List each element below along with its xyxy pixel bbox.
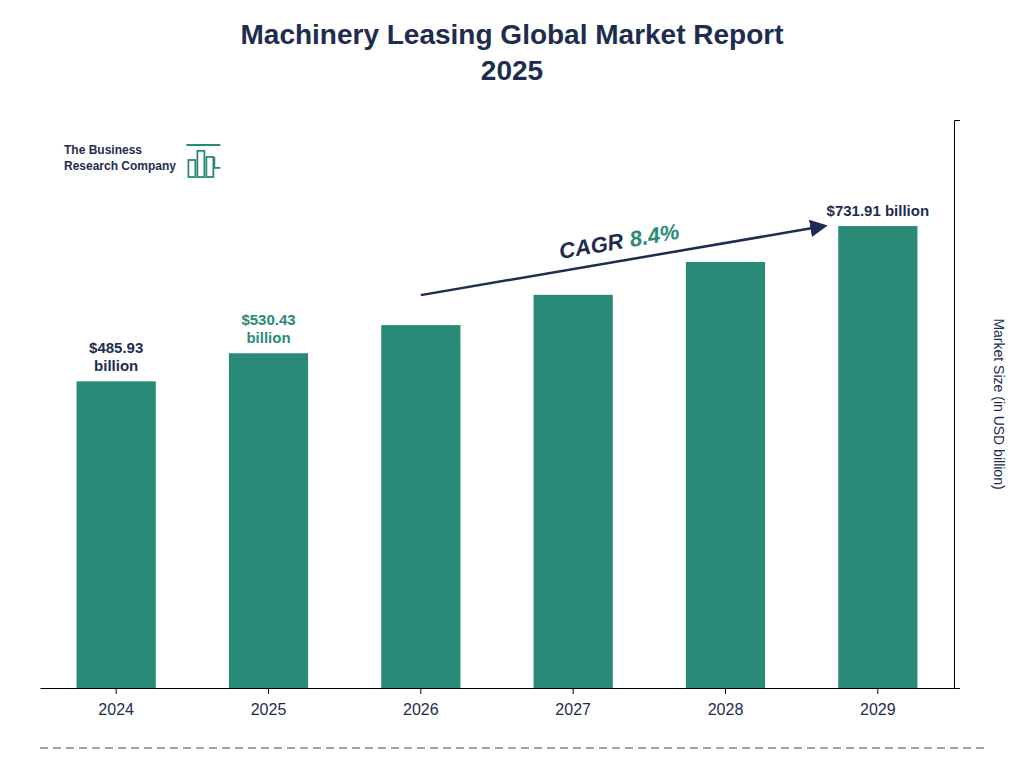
bar bbox=[229, 353, 308, 688]
text-line: billion bbox=[246, 329, 290, 346]
x-tick: 2024 bbox=[98, 688, 134, 718]
cagr-label: CAGR8.4% bbox=[557, 219, 681, 264]
logo-text: The Business Research Company bbox=[64, 143, 176, 173]
x-axis: 2024 2025 2026 2027 2028 2029 bbox=[41, 688, 955, 718]
cagr-arrow bbox=[421, 226, 824, 295]
text-line: $485.93 bbox=[89, 339, 143, 356]
bar bbox=[534, 295, 613, 688]
x-tick-label: 2028 bbox=[708, 701, 744, 718]
logo-line bbox=[186, 144, 220, 146]
x-tick-mark bbox=[268, 688, 269, 694]
text-line: $731.91 billion bbox=[827, 202, 930, 219]
x-tick: 2029 bbox=[860, 688, 896, 718]
x-tick-label: 2024 bbox=[98, 701, 134, 718]
cagr-rate: 8.4% bbox=[628, 219, 682, 252]
text-line: Machinery Leasing Global Market Report bbox=[240, 19, 783, 50]
x-tick: 2025 bbox=[251, 688, 287, 718]
bottom-rule bbox=[40, 747, 984, 749]
x-tick-mark bbox=[573, 688, 574, 694]
bar bbox=[77, 381, 156, 688]
x-tick-mark bbox=[725, 688, 726, 694]
bar bbox=[381, 325, 460, 688]
data-label: $731.91 billion bbox=[827, 202, 930, 219]
logo-icon bbox=[186, 145, 220, 177]
x-tick-mark bbox=[420, 688, 421, 694]
cagr-group: CAGR8.4% bbox=[557, 219, 681, 264]
text-line: billion bbox=[94, 357, 138, 374]
x-tick: 2027 bbox=[555, 688, 591, 718]
x-axis-line bbox=[41, 688, 955, 689]
x-tick: 2026 bbox=[403, 688, 439, 718]
y-axis-line bbox=[955, 121, 961, 689]
x-tick-mark bbox=[877, 688, 878, 694]
x-tick: 2028 bbox=[708, 688, 744, 718]
cagr-word: CAGR bbox=[557, 228, 625, 264]
logo-step bbox=[214, 157, 220, 168]
data-label: $530.43billion bbox=[241, 311, 295, 346]
text-line: 2025 bbox=[481, 55, 543, 86]
y-axis bbox=[955, 121, 961, 689]
logo-bar bbox=[197, 151, 204, 177]
bars bbox=[77, 226, 918, 688]
text-line: $530.43 bbox=[241, 311, 295, 328]
chart: Machinery Leasing Global Market Report 20… bbox=[0, 0, 1024, 768]
x-tick-label: 2026 bbox=[403, 701, 439, 718]
x-tick-label: 2027 bbox=[555, 701, 591, 718]
title: Machinery Leasing Global Market Report 20… bbox=[240, 19, 783, 86]
logo: The Business Research Company bbox=[64, 143, 220, 177]
y-axis-label: Market Size (in USD billion) bbox=[991, 318, 1007, 489]
bar bbox=[686, 262, 765, 688]
x-tick-label: 2029 bbox=[860, 701, 896, 718]
bar bbox=[838, 226, 917, 688]
text-line: The Business bbox=[64, 143, 142, 157]
data-label: $485.93billion bbox=[89, 339, 143, 374]
logo-bar bbox=[188, 160, 195, 177]
logo-bar bbox=[206, 157, 213, 177]
plot: 2024 2025 2026 2027 2028 2029 Market Size (in … bbox=[41, 121, 1008, 718]
x-tick-label: 2025 bbox=[251, 701, 287, 718]
text-line: Research Company bbox=[64, 159, 176, 173]
x-tick-mark bbox=[116, 688, 117, 694]
